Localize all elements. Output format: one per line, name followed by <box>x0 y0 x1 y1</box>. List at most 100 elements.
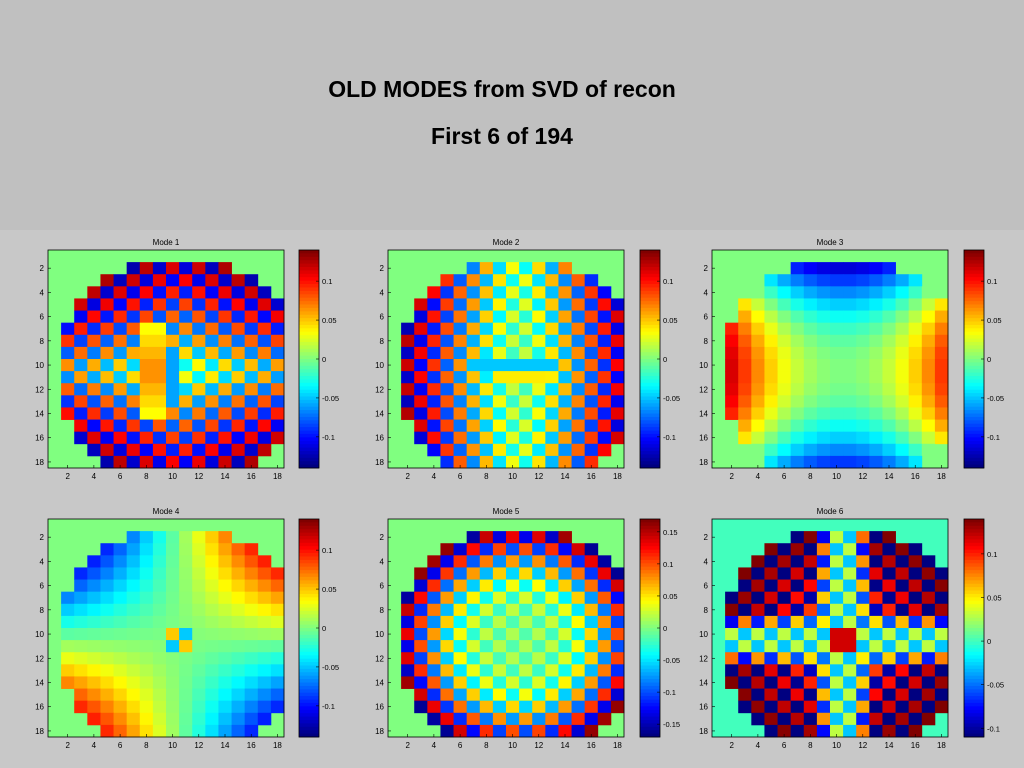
heatmap-cell <box>401 383 415 396</box>
colorbar-segment <box>640 593 660 598</box>
heatmap-cell <box>427 419 441 433</box>
heatmap-cell <box>738 431 752 445</box>
heatmap-cell <box>113 383 128 396</box>
heatmap-cell <box>139 298 154 311</box>
colorbar-segment <box>964 277 984 282</box>
colorbar-segment <box>964 617 984 622</box>
colorbar-segment <box>964 253 984 258</box>
heatmap-cell <box>803 579 818 593</box>
heatmap-cell <box>610 359 625 372</box>
y-tick-label: 10 <box>35 630 44 639</box>
heatmap-cell <box>597 579 612 593</box>
heatmap-cell <box>100 555 114 568</box>
colorbar-segment <box>299 617 319 622</box>
heatmap-cell <box>571 555 586 568</box>
heatmap-cell <box>816 395 831 408</box>
mode-panel-5: Mode 52 4 6 8 10 12 14 16 1824681012141618-0.15-… <box>375 507 680 750</box>
heatmap-cell <box>816 443 831 457</box>
heatmap-cell <box>440 664 454 677</box>
colorbar-segment <box>640 641 660 646</box>
heatmap-cell <box>816 615 831 629</box>
heatmap-cell <box>571 700 586 714</box>
heatmap-cell <box>270 652 285 665</box>
colorbar-segment <box>964 307 984 312</box>
colorbar-segment <box>964 386 984 391</box>
heatmap-cell <box>113 274 128 287</box>
heatmap-cell <box>519 603 533 617</box>
heatmap-cell <box>100 274 114 287</box>
heatmap-cell <box>882 700 896 714</box>
heatmap-cell <box>179 531 193 544</box>
heatmap-cell <box>816 346 831 360</box>
colorbar-segment <box>640 362 660 367</box>
colorbar-segment <box>640 662 660 666</box>
heatmap-cell <box>921 407 936 420</box>
heatmap-cell <box>532 419 546 433</box>
heatmap-cell <box>179 346 193 360</box>
heatmap-cell <box>139 286 154 299</box>
heatmap-cell <box>856 664 870 677</box>
heatmap-cell <box>816 652 831 665</box>
heatmap-cell <box>479 543 494 556</box>
heatmap-cell <box>453 603 468 617</box>
colorbar-segment <box>640 263 660 268</box>
heatmap-cell <box>257 664 272 677</box>
heatmap-cell <box>218 298 232 311</box>
colorbar-segment <box>964 536 984 540</box>
heatmap-cell <box>803 455 818 469</box>
heatmap-cell <box>895 664 910 677</box>
heatmap-cell <box>74 407 88 420</box>
colorbar-segment <box>299 668 319 673</box>
heatmap-cell <box>777 615 792 629</box>
heatmap-cell <box>440 579 454 593</box>
heatmap-cell <box>479 688 494 702</box>
colorbar-segment <box>299 532 319 537</box>
heatmap-cell <box>126 310 141 324</box>
colorbar-segment <box>964 311 984 316</box>
heatmap-cell <box>803 567 818 580</box>
heatmap-cell <box>584 310 599 324</box>
heatmap-cell <box>921 298 936 311</box>
heatmap-cell <box>610 579 625 593</box>
heatmap-cell <box>882 310 896 324</box>
colorbar-segment <box>964 651 984 656</box>
y-tick-label: 12 <box>35 385 44 394</box>
heatmap-cell <box>532 676 546 689</box>
heatmap-cell <box>270 700 285 714</box>
colorbar-segment <box>299 331 319 336</box>
heatmap-cell <box>532 724 546 738</box>
heatmap-cell <box>506 407 520 420</box>
heatmap-cell <box>218 371 232 384</box>
heatmap-cell <box>244 443 259 457</box>
heatmap-cell <box>466 455 481 469</box>
heatmap-cell <box>610 346 625 360</box>
heatmap-cell <box>908 274 923 287</box>
heatmap-cell <box>205 712 219 726</box>
colorbar-segment <box>640 696 660 700</box>
heatmap-cell <box>205 652 219 665</box>
heatmap-cell <box>453 664 468 677</box>
heatmap-cell <box>571 664 586 677</box>
x-tick-label: 6 <box>458 741 463 750</box>
heatmap-cell <box>179 567 193 580</box>
heatmap-cell <box>414 359 428 372</box>
heatmap-cell <box>479 371 494 384</box>
colorbar-segment <box>299 273 319 278</box>
heatmap-cell <box>492 262 507 275</box>
heatmap-cell <box>492 543 507 556</box>
colorbar-segment <box>299 559 319 564</box>
colorbar-segment <box>299 583 319 588</box>
colorbar-tick-label: 0 <box>322 355 326 364</box>
heatmap-cell <box>934 676 949 689</box>
heatmap-cell <box>751 310 765 324</box>
heatmap-cell <box>764 443 778 457</box>
heatmap-cell <box>869 346 883 360</box>
heatmap-cell <box>764 286 778 299</box>
heatmap-cell <box>113 676 128 689</box>
heatmap-cell <box>218 712 232 726</box>
y-tick-label: 2 <box>40 264 45 273</box>
heatmap-cell <box>803 543 818 556</box>
heatmap-cell <box>908 543 923 556</box>
heatmap-cell <box>882 419 896 433</box>
heatmap-cell <box>764 555 778 568</box>
